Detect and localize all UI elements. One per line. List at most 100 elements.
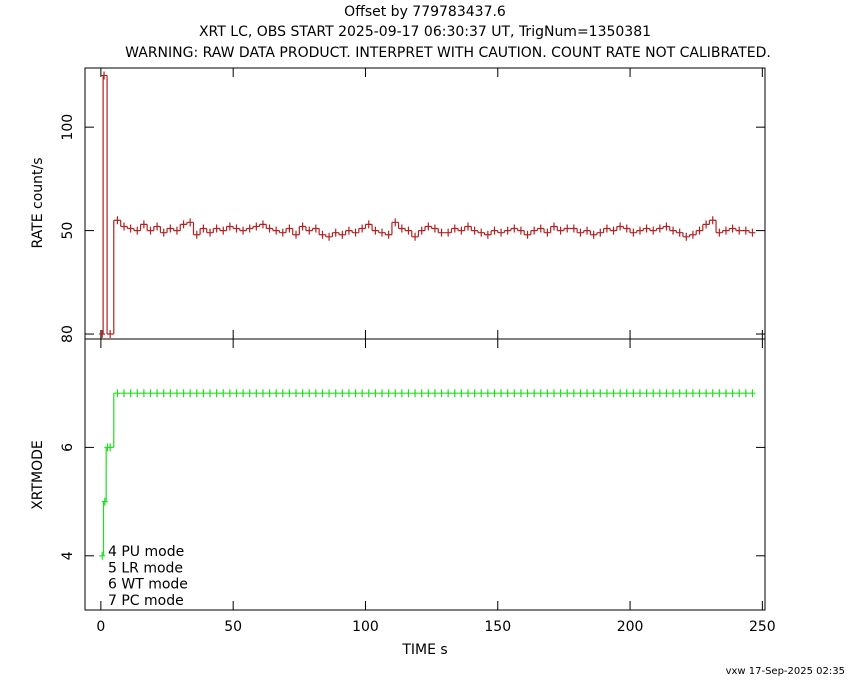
data-point (153, 389, 161, 398)
data-point (225, 222, 234, 231)
data-point (180, 389, 187, 398)
data-point (339, 389, 346, 398)
data-point (504, 389, 511, 398)
data-point (550, 389, 558, 398)
plot-frame (84, 338, 766, 611)
data-point (471, 389, 478, 398)
data-point (113, 216, 121, 335)
data-point (536, 224, 545, 233)
data-point (292, 389, 300, 398)
data-point (742, 226, 750, 235)
data-point (576, 228, 584, 237)
data-point (583, 389, 591, 398)
data-point (305, 389, 313, 398)
data-point (166, 224, 174, 233)
data-point (226, 389, 234, 398)
y-axis-label: XRTMODE (30, 440, 46, 510)
data-point (378, 389, 386, 398)
data-point (298, 222, 306, 235)
data-point (642, 224, 650, 233)
data-point (206, 389, 214, 398)
data-point (265, 224, 273, 233)
data-point (451, 389, 459, 398)
data-point (688, 230, 697, 239)
data-point (325, 389, 333, 398)
data-point (570, 224, 578, 233)
y-tick-label: 100 (60, 114, 76, 141)
data-point (351, 228, 359, 237)
data-point (212, 224, 220, 233)
data-point (722, 389, 730, 398)
x-tick-label: 150 (484, 619, 511, 635)
legend-text: 4 PU mode (108, 544, 184, 560)
data-point (708, 216, 717, 225)
data-point (437, 228, 445, 237)
data-point (160, 389, 168, 398)
data-point (345, 389, 353, 398)
data-point (510, 224, 518, 233)
legend-text: 5 LR mode (108, 560, 183, 576)
data-point (253, 389, 260, 398)
data-point (563, 389, 571, 398)
data-point (523, 230, 531, 239)
data-point (636, 389, 644, 398)
data-point (497, 228, 505, 237)
data-point (695, 226, 703, 235)
data-point (411, 230, 419, 241)
legend-text: 6 WT mode (108, 577, 188, 593)
data-point (676, 389, 683, 398)
data-point (279, 389, 287, 398)
data-point (444, 228, 452, 237)
data-point (649, 389, 657, 398)
data-point (332, 389, 340, 398)
data-point (146, 224, 154, 235)
data-point (186, 389, 194, 398)
data-point (192, 222, 201, 239)
data-point (398, 389, 406, 398)
x-tick-label: 0 (96, 619, 105, 635)
data-point (438, 389, 445, 398)
data-point (120, 389, 128, 398)
data-point (589, 230, 597, 239)
data-point (259, 220, 267, 229)
data-point (120, 220, 128, 231)
y-tick-label: 50 (60, 222, 76, 240)
data-point (491, 389, 498, 398)
data-point (292, 228, 300, 239)
data-point (391, 218, 399, 235)
data-point (715, 220, 723, 237)
data-point (126, 224, 134, 233)
data-point (497, 389, 505, 398)
data-point (286, 389, 293, 398)
data-point (325, 232, 333, 241)
data-point (417, 226, 425, 237)
y-tick-label: 80 (60, 325, 76, 343)
data-point (662, 222, 670, 231)
data-point (630, 389, 637, 398)
plot-frame (84, 67, 766, 340)
data-point (669, 226, 677, 235)
x-tick-label: 200 (617, 619, 644, 635)
data-point (748, 228, 756, 237)
data-point (470, 226, 478, 235)
chart-title: Offset by 779783437.6 (344, 4, 506, 20)
data-point (483, 230, 492, 239)
data-point (331, 228, 340, 237)
data-point (233, 389, 240, 398)
data-point (312, 389, 320, 398)
data-point (464, 222, 472, 231)
data-point (259, 389, 267, 398)
data-point (629, 228, 637, 237)
data-point (173, 226, 181, 235)
x-tick-label: 50 (224, 619, 242, 635)
data-point (199, 224, 207, 235)
data-point (338, 230, 346, 239)
data-point (675, 228, 683, 237)
legend-text: 7 PC mode (108, 593, 184, 609)
data-point (153, 222, 161, 231)
data-point (610, 389, 617, 398)
data-point (729, 389, 736, 398)
data-point (702, 389, 710, 398)
data-point (352, 389, 359, 398)
